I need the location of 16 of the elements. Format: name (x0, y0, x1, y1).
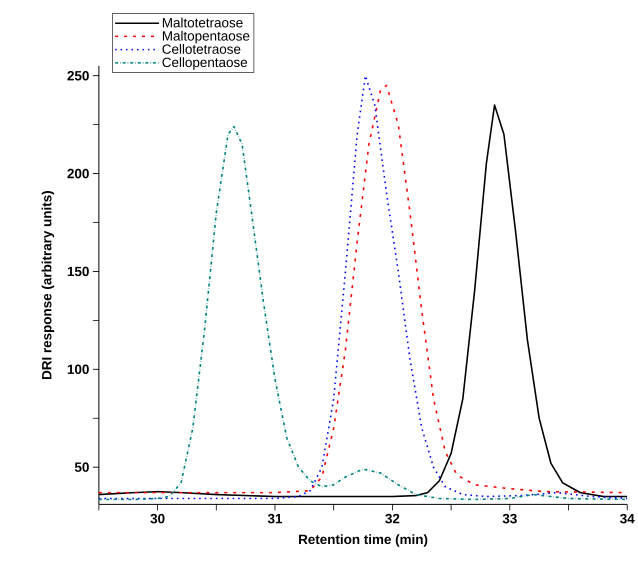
y-tick-label: 150 (68, 266, 89, 276)
legend-label: Cellotetraose (162, 44, 240, 54)
y-tick-label: 50 (74, 462, 89, 472)
x-tick-label: 31 (268, 514, 282, 524)
x-tick-label: 34 (620, 514, 635, 524)
legend-label: Cellopentaose (162, 57, 248, 70)
x-tick-label: 32 (385, 514, 400, 524)
y-tick-label: 200 (67, 168, 89, 178)
x-axis-title: Retention time (min) (299, 534, 428, 547)
legend-label: Maltotetraose (162, 17, 243, 28)
legend-label: Maltopentaose (162, 30, 250, 44)
y-tick-label: 100 (68, 364, 89, 374)
x-tick-label: 33 (502, 514, 517, 524)
y-tick-label: 250 (67, 70, 89, 80)
y-axis-title: DRI response (arbitrary units) (42, 190, 54, 379)
x-tick-label: 30 (150, 514, 165, 524)
